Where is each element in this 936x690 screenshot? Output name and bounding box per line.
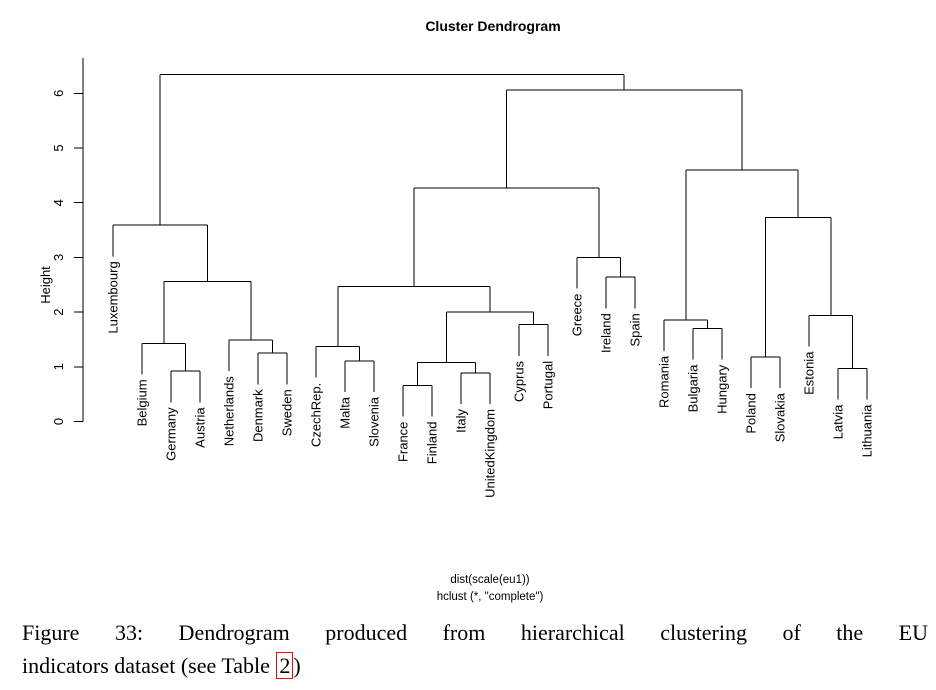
leaf-label-finland: Finland	[425, 422, 440, 465]
chart-title: Cluster Dendrogram	[425, 18, 560, 34]
leaf-label-luxembourg: Luxembourg	[106, 261, 121, 333]
leaf-label-estonia: Estonia	[802, 351, 817, 395]
caption-line-2-text: indicators dataset (see Table	[22, 653, 276, 678]
leaf-label-portugal: Portugal	[541, 361, 556, 410]
caption-line-1: Figure 33: Dendrogram produced from hier…	[22, 620, 928, 645]
y-axis-label: Height	[38, 266, 53, 304]
leaf-label-greece: Greece	[570, 294, 585, 337]
leaf-label-netherlands: Netherlands	[222, 376, 237, 447]
leaf-label-ireland: Ireland	[599, 313, 614, 353]
leaf-label-belgium: Belgium	[135, 379, 150, 426]
y-tick-label-5: 5	[51, 144, 66, 151]
y-axis: 0 1 2 3 4 5 6	[51, 58, 84, 425]
leaf-label-slovakia: Slovakia	[773, 392, 788, 442]
leaf-label-unitedkingdom: UnitedKingdom	[483, 409, 498, 498]
leaf-label-poland: Poland	[744, 393, 759, 433]
caption-line-2: indicators dataset (see Table 2)	[22, 649, 928, 682]
leaf-label-cyprus: Cyprus	[512, 360, 527, 402]
dendrogram-links	[112, 74, 868, 417]
y-tick-label-2: 2	[51, 308, 66, 315]
leaf-label-czechrep: CzechRep.	[309, 383, 324, 447]
leaf-label-romania: Romania	[657, 355, 672, 408]
y-tick-label-3: 3	[51, 254, 66, 261]
figure-caption: Figure 33: Dendrogram produced from hier…	[22, 616, 928, 682]
y-tick-label-4: 4	[51, 199, 66, 206]
leaf-label-bulgaria: Bulgaria	[686, 364, 701, 412]
leaf-label-slovenia: Slovenia	[367, 396, 382, 447]
leaf-label-lithuania: Lithuania	[860, 404, 875, 458]
y-tick-label-1: 1	[51, 363, 66, 370]
leaf-label-france: France	[396, 422, 411, 462]
leaf-labels: Germany Austria Belgium Denmark Sweden Nether…	[106, 261, 875, 498]
x-axis-caption-line2: hclust (*, "complete")	[437, 591, 544, 603]
leaf-label-hungary: Hungary	[715, 364, 730, 414]
leaf-label-malta: Malta	[338, 396, 353, 429]
dendrogram-plot: Cluster Dendrogram Height 0 1 2 3 4 5 6 German…	[38, 18, 875, 603]
leaf-label-spain: Spain	[628, 313, 643, 346]
table-2-link[interactable]: 2	[276, 652, 294, 679]
y-tick-label-6: 6	[51, 90, 66, 97]
x-axis-caption-line1: dist(scale(eu1))	[450, 574, 529, 586]
leaf-label-germany: Germany	[164, 407, 179, 461]
leaf-label-italy: Italy	[454, 408, 469, 432]
leaf-label-latvia: Latvia	[831, 404, 846, 439]
leaf-label-denmark: Denmark	[251, 389, 266, 442]
caption-close-paren: )	[293, 653, 301, 678]
leaf-label-sweden: Sweden	[280, 389, 295, 436]
y-tick-label-0: 0	[51, 418, 66, 425]
leaf-label-austria: Austria	[193, 407, 208, 448]
